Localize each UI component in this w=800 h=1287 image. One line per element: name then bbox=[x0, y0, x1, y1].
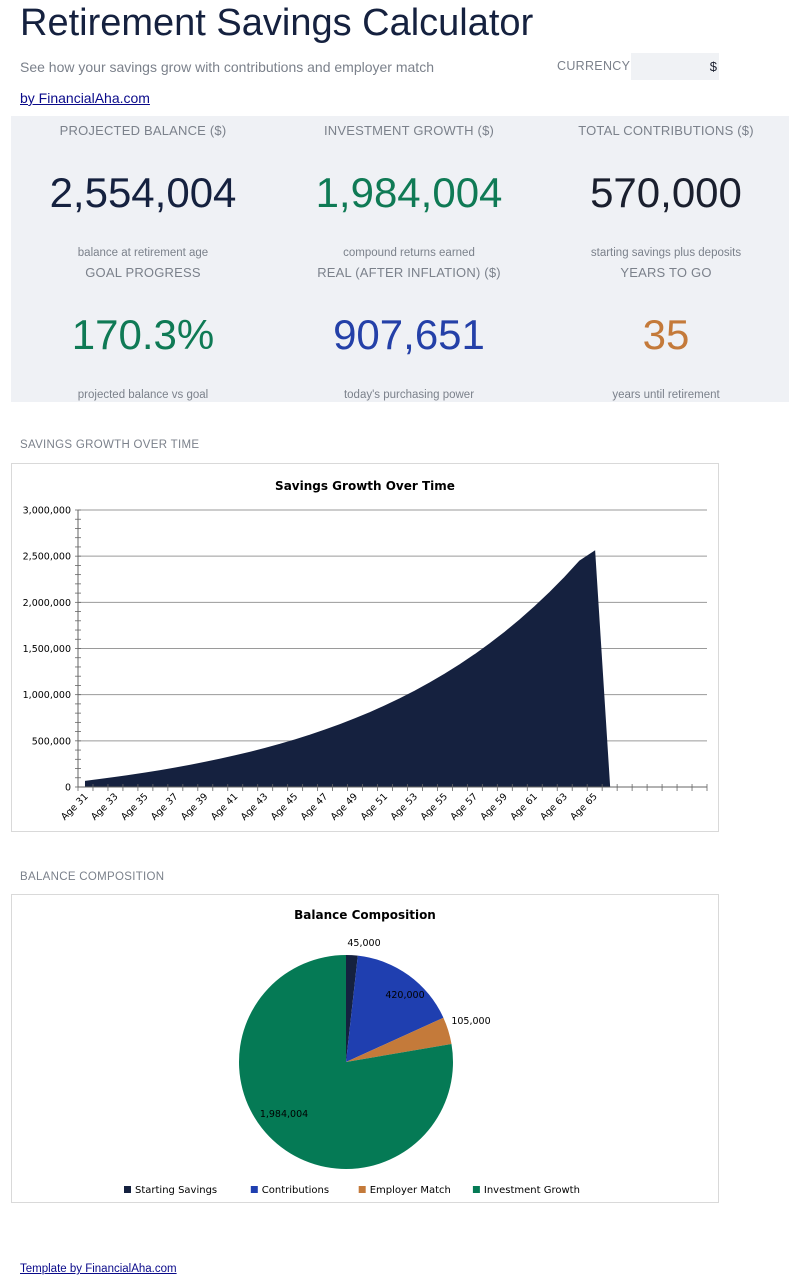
kpi-label: REAL (AFTER INFLATION) ($) bbox=[317, 265, 501, 280]
y-tick-label: 1,500,000 bbox=[23, 644, 71, 655]
y-tick-label: 3,000,000 bbox=[23, 506, 71, 517]
kpi-value: 35 bbox=[642, 311, 690, 358]
kpi-panel: PROJECTED BALANCE ($) 2,554,004 balance … bbox=[11, 116, 789, 402]
kpi-label: PROJECTED BALANCE ($) bbox=[59, 123, 227, 138]
page-title: Retirement Savings Calculator bbox=[20, 2, 534, 44]
legend-swatch bbox=[472, 1186, 480, 1193]
series-area bbox=[84, 550, 611, 788]
kpi-caption: compound returns earned bbox=[343, 247, 475, 259]
kpi-investment-growth: INVESTMENT GROWTH ($) 1,984,004 compound… bbox=[279, 123, 539, 259]
x-tick-label: Age 59 bbox=[478, 791, 509, 822]
pie-slice bbox=[346, 1017, 452, 1062]
y-tick-label: 0 bbox=[65, 783, 71, 794]
pie-slice bbox=[346, 955, 358, 1062]
composition-chart: Balance Composition 45,000 420,000 105,000… bbox=[11, 894, 719, 1203]
kpi-years-to-go: YEARS TO GO 35 years until retirement bbox=[536, 265, 796, 401]
y-tick-label: 2,000,000 bbox=[23, 598, 71, 609]
byline-link[interactable]: by FinancialAha.com bbox=[20, 90, 150, 106]
x-tick-label: Age 47 bbox=[299, 791, 330, 822]
x-tick-label: Age 61 bbox=[508, 791, 539, 822]
x-tick-label: Age 33 bbox=[89, 791, 120, 822]
x-tick-label: Age 49 bbox=[329, 791, 360, 822]
growth-chart: Savings Growth Over Time 0 500,000 1,000,0… bbox=[11, 463, 719, 832]
x-tick-label: Age 65 bbox=[568, 791, 599, 822]
legend-swatch bbox=[124, 1186, 131, 1193]
x-tick-label: Age 31 bbox=[59, 791, 90, 822]
chart-title: Balance Composition bbox=[294, 908, 436, 922]
kpi-label: YEARS TO GO bbox=[620, 265, 712, 280]
kpi-value: 2,554,004 bbox=[49, 169, 237, 216]
kpi-total-contributions: TOTAL CONTRIBUTIONS ($) 570,000 starting… bbox=[536, 123, 796, 259]
x-tick-label: Age 35 bbox=[119, 791, 150, 822]
x-tick-label: Age 53 bbox=[389, 791, 420, 822]
x-tick-label: Age 41 bbox=[209, 791, 240, 822]
kpi-real-after-inflation: REAL (AFTER INFLATION) ($) 907,651 today… bbox=[279, 265, 539, 401]
composition-chart-svg: Balance Composition 45,000 420,000 105,000… bbox=[124, 908, 580, 1196]
legend-swatch bbox=[250, 1186, 258, 1193]
legend-label: Starting Savings bbox=[135, 1185, 217, 1196]
kpi-value: 170.3% bbox=[71, 311, 215, 358]
kpi-value: 907,651 bbox=[333, 311, 485, 358]
x-tick-label: Age 55 bbox=[419, 791, 450, 822]
x-tick-label: Age 43 bbox=[239, 791, 270, 822]
x-tick-label: Age 57 bbox=[449, 791, 480, 822]
page-subtitle: See how your savings grow with contribut… bbox=[20, 59, 434, 75]
pie-slice bbox=[346, 955, 444, 1062]
y-tick-label: 500,000 bbox=[32, 736, 71, 747]
x-tick-label: Age 37 bbox=[149, 791, 180, 822]
kpi-label: TOTAL CONTRIBUTIONS ($) bbox=[578, 123, 754, 138]
legend-label: Contributions bbox=[262, 1185, 329, 1196]
x-tick-label: Age 63 bbox=[538, 791, 569, 822]
legend-label: Investment Growth bbox=[484, 1185, 580, 1196]
kpi-projected-balance: PROJECTED BALANCE ($) 2,554,004 balance … bbox=[13, 123, 273, 259]
kpi-value: 1,984,004 bbox=[315, 169, 503, 216]
currency-value: $ bbox=[709, 59, 717, 74]
y-tick-label: 1,000,000 bbox=[23, 690, 71, 701]
growth-section-label: SAVINGS GROWTH OVER TIME bbox=[20, 439, 200, 451]
kpi-goal-progress: GOAL PROGRESS 170.3% projected balance v… bbox=[13, 265, 273, 401]
footer-link[interactable]: Template by FinancialAha.com bbox=[20, 1263, 177, 1275]
growth-chart-svg: Savings Growth Over Time 0 500,000 1,000,0… bbox=[23, 479, 708, 823]
chart-title: Savings Growth Over Time bbox=[275, 479, 455, 493]
pie-slice bbox=[238, 955, 453, 1169]
kpi-caption: starting savings plus deposits bbox=[590, 247, 742, 259]
kpi-caption: years until retirement bbox=[612, 389, 720, 401]
kpi-label: GOAL PROGRESS bbox=[85, 265, 201, 280]
currency-input[interactable]: $ bbox=[631, 53, 719, 80]
slice-data-label: 420,000 bbox=[385, 990, 424, 1001]
kpi-caption: today's purchasing power bbox=[343, 389, 475, 401]
x-tick-label: Age 51 bbox=[359, 791, 390, 822]
legend-swatch bbox=[358, 1186, 366, 1193]
kpi-caption: projected balance vs goal bbox=[77, 389, 209, 401]
kpi-caption: balance at retirement age bbox=[77, 247, 209, 259]
slice-data-label: 45,000 bbox=[347, 938, 380, 949]
currency-label: CURRENCY bbox=[557, 59, 631, 73]
slice-data-label: 105,000 bbox=[451, 1016, 490, 1027]
x-tick-label: Age 39 bbox=[179, 791, 210, 822]
kpi-value: 570,000 bbox=[590, 169, 742, 216]
composition-section-label: BALANCE COMPOSITION bbox=[20, 871, 165, 883]
kpi-label: INVESTMENT GROWTH ($) bbox=[323, 123, 495, 138]
y-tick-label: 2,500,000 bbox=[23, 552, 71, 563]
slice-data-label: 1,984,004 bbox=[260, 1109, 308, 1120]
x-tick-label: Age 45 bbox=[269, 791, 300, 822]
legend-label: Employer Match bbox=[370, 1185, 451, 1196]
